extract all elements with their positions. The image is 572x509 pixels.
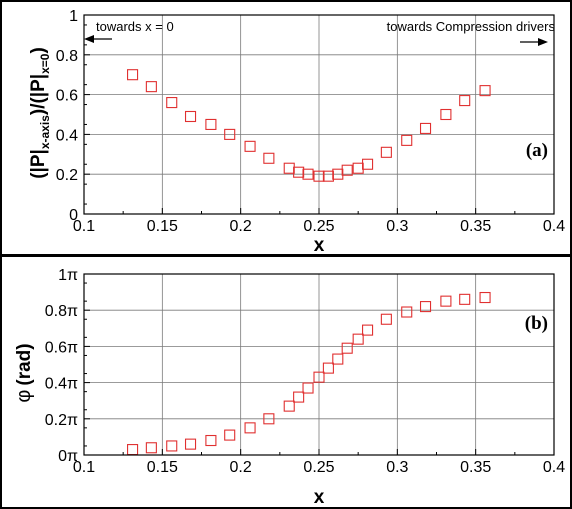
x-tick-label: 0.3 (386, 459, 408, 476)
data-point (401, 134, 413, 146)
data-point (244, 422, 256, 434)
data-point (166, 440, 178, 452)
panel-label-a: (a) (526, 140, 548, 161)
panel-b-grid (83, 273, 555, 456)
x-tick-label: 0.4 (543, 459, 565, 476)
panel-a-y-tick-labels: 0 0.2 0.4 0.6 0.8 1 (56, 8, 78, 224)
x-tick-label: 0.3 (386, 218, 408, 235)
data-point (440, 108, 452, 121)
data-point (244, 140, 256, 152)
x-axis-title-a: x (314, 235, 325, 256)
data-point (313, 371, 325, 383)
panel-b: 0.1 0.15 0.2 0.25 0.3 0.35 0.4 0π0.2π0.4π0.6π0… (13, 267, 565, 508)
x-tick-label: 0.35 (460, 459, 491, 476)
data-point (127, 444, 139, 456)
data-point (263, 413, 275, 425)
y-tick-label: 1π (58, 267, 78, 284)
data-point (205, 434, 217, 447)
x-tick-label: 0.15 (147, 459, 178, 476)
data-point (332, 168, 344, 180)
panel-b-x-tick-labels: 0.1 0.15 0.2 0.25 0.3 0.35 0.4 (73, 459, 565, 476)
x-tick-label: 0.25 (303, 459, 334, 476)
y-tick-label: 0.2 (56, 167, 78, 184)
data-point (145, 442, 157, 454)
data-point (459, 95, 471, 107)
data-point (293, 166, 305, 178)
data-point (293, 391, 305, 403)
data-point (332, 353, 344, 365)
data-point (302, 382, 314, 394)
annotation-left: towards x = 0 (96, 19, 174, 34)
data-point (184, 110, 197, 123)
data-point (224, 429, 236, 441)
panel-b-plot-frame (83, 273, 555, 456)
data-point (459, 293, 471, 305)
panel-a-x-tick-labels: 0.1 0.15 0.2 0.25 0.3 0.35 0.4 (73, 218, 565, 235)
x-tick-label: 0.1 (73, 218, 95, 235)
data-point (283, 400, 295, 412)
y-axis-title-a: (|P|x-axis)/(|P|x=0) (28, 47, 52, 179)
arrow-right-icon (520, 38, 548, 46)
y-tick-label: 0.8 (56, 48, 78, 65)
y-tick-label: 0.4 (56, 127, 78, 144)
x-tick-label: 0.25 (303, 218, 334, 235)
annotation-right: towards Compression drivers (387, 19, 556, 34)
data-point (302, 168, 314, 180)
y-tick-label: 0.4π (45, 376, 78, 393)
data-point (479, 85, 491, 97)
data-point (479, 291, 491, 304)
x-tick-label: 0.15 (147, 218, 178, 235)
data-point (380, 313, 392, 325)
y-axis-title-b: φ(rad) (13, 343, 35, 402)
data-point (283, 162, 295, 174)
data-point (205, 118, 217, 130)
y-tick-label: 1 (69, 8, 78, 25)
data-point (419, 122, 432, 134)
x-tick-label: 0.2 (230, 459, 252, 476)
data-point (352, 162, 364, 174)
y-tick-label: 0 (69, 207, 78, 224)
panel-a-points (127, 69, 491, 182)
data-point (127, 69, 139, 81)
data-point (380, 146, 392, 158)
x-tick-label: 0.4 (543, 218, 565, 235)
arrow-left-icon (84, 35, 112, 43)
panel-b-points (127, 291, 491, 456)
data-point (419, 301, 432, 313)
x-tick-label: 0.2 (230, 218, 252, 235)
data-point (322, 362, 334, 374)
data-point (341, 164, 353, 176)
x-tick-label: 0.1 (73, 459, 95, 476)
y-tick-label: 0.6 (56, 88, 78, 105)
panel-label-b: (b) (525, 313, 548, 334)
y-tick-label: 0.2π (45, 412, 78, 429)
data-point (184, 438, 197, 450)
y-tick-label: 0π (58, 448, 78, 465)
data-point (440, 295, 452, 307)
x-tick-label: 0.35 (460, 218, 491, 235)
data-point (313, 170, 325, 182)
panel-a-plot-frame (83, 14, 555, 215)
data-point (362, 158, 374, 170)
data-point (362, 324, 374, 336)
panel-b-border (0, 255, 572, 509)
data-point (166, 97, 178, 109)
panel-a: 0.1 0.15 0.2 0.25 0.3 0.35 0.4 00.20.40.60.81 … (28, 8, 565, 256)
x-axis-title-b: x (314, 487, 325, 508)
y-tick-label: 0.6π (45, 339, 78, 356)
data-point (322, 170, 334, 182)
data-point (341, 342, 353, 354)
data-point (263, 152, 275, 164)
data-point (224, 128, 236, 140)
data-point (401, 306, 413, 318)
data-point (145, 81, 157, 93)
panel-b-y-tick-labels: 0π 0.2π 0.4π 0.6π 0.8π 1π (45, 267, 78, 465)
data-point (352, 333, 364, 345)
panel-a-grid (83, 14, 555, 215)
y-tick-label: 0.8π (45, 303, 78, 320)
